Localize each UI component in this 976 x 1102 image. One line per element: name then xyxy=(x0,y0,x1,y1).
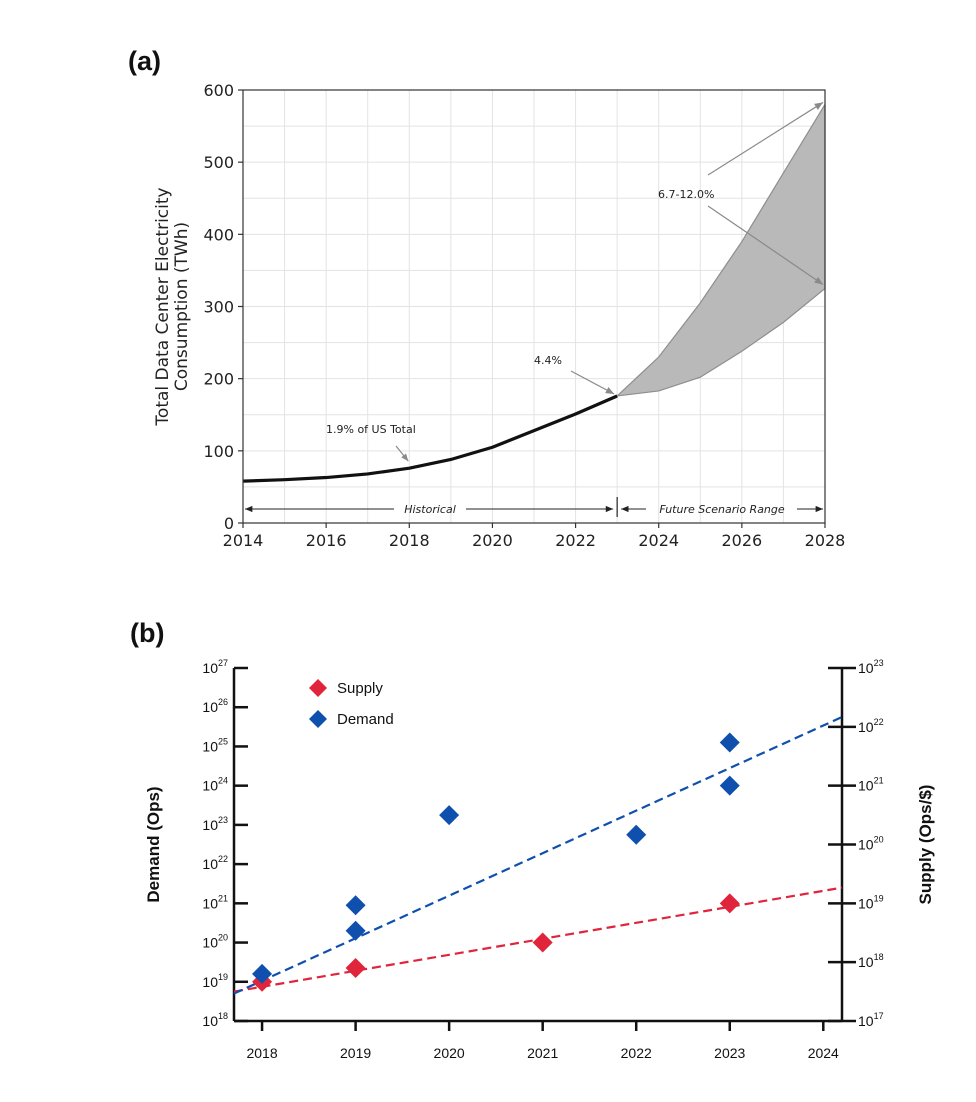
left-tick-label: 1027 xyxy=(202,658,228,676)
y-tick-label: 600 xyxy=(203,81,234,100)
right-axis-title: Supply (Ops/$) xyxy=(916,785,935,905)
y-tick-label: 0 xyxy=(224,514,234,533)
demand-point xyxy=(345,895,366,916)
left-tick-label: 1025 xyxy=(202,736,228,754)
span-future-label: Future Scenario Range xyxy=(659,503,785,516)
x-tick-label: 2014 xyxy=(223,531,264,550)
y-tick-label: 300 xyxy=(203,298,234,317)
annotation-arrow-head xyxy=(814,276,823,285)
legend-label-demand: Demand xyxy=(337,711,394,728)
x-tick-label: 2028 xyxy=(805,531,846,550)
x-tick-label: 2020 xyxy=(472,531,513,550)
y-tick-label: 400 xyxy=(203,225,234,244)
left-tick-label: 1018 xyxy=(202,1011,228,1029)
demand-point xyxy=(719,775,740,796)
right-tick-label: 1023 xyxy=(858,658,884,676)
x-tick-label: 2020 xyxy=(434,1045,465,1061)
left-tick-label: 1023 xyxy=(202,815,228,833)
left-tick-label: 1020 xyxy=(202,933,228,951)
left-tick-label: 1026 xyxy=(202,697,228,715)
annotation-arrow-head xyxy=(605,386,615,394)
supply-point xyxy=(345,958,366,979)
y-axis-label-line-2: Consumption (TWh) xyxy=(172,222,192,391)
historical-consumption-line xyxy=(242,394,618,483)
demand-point xyxy=(719,732,740,753)
supply-point xyxy=(719,893,740,914)
panel-a-label: (a) xyxy=(128,46,161,76)
x-tick-label: 2026 xyxy=(721,531,762,550)
y-axis-label-line-1: Total Data Center Electricity xyxy=(153,187,173,426)
x-tick-label: 2024 xyxy=(638,531,679,550)
y-tick-label: 100 xyxy=(203,442,234,461)
right-tick-label: 1018 xyxy=(858,952,884,970)
left-tick-label: 1022 xyxy=(202,854,228,872)
left-tick-label: 1021 xyxy=(202,893,228,911)
x-tick-label: 2018 xyxy=(389,531,430,550)
annotation-arrow-line xyxy=(707,101,824,176)
demand-point xyxy=(252,963,273,984)
annotation-us-total: 1.9% of US Total xyxy=(326,423,416,436)
right-tick-label: 1019 xyxy=(858,893,884,911)
x-tick-label: 2023 xyxy=(714,1045,745,1061)
annotation-4-4: 4.4% xyxy=(534,354,562,367)
supply-point xyxy=(532,932,553,953)
panel-b: (b) 1018 1019 1020 1021 1022 1023 1024 1025 1026 1… xyxy=(130,618,935,1061)
x-tick-label: 2018 xyxy=(246,1045,277,1061)
annotation-arrow-head xyxy=(814,102,823,110)
right-tick-label: 1017 xyxy=(858,1011,884,1029)
right-tick-label: 1020 xyxy=(858,835,884,853)
left-axis-title: Demand (Ops) xyxy=(144,786,163,902)
legend-marker-demand xyxy=(309,710,327,728)
left-tick-label: 1019 xyxy=(202,972,228,990)
panel-a: (a) 2014 2016 2018 2020 2022 2024 2026 2028 0 100 2… xyxy=(128,46,845,550)
left-tick-label: 1024 xyxy=(202,776,228,794)
demand-trend-line xyxy=(233,716,843,995)
annotation-arrow-head xyxy=(401,453,409,462)
x-tick-label: 2022 xyxy=(555,531,596,550)
x-tick-label: 2022 xyxy=(621,1045,652,1061)
y-tick-label: 200 xyxy=(203,370,234,389)
right-tick-label: 1022 xyxy=(858,717,884,735)
y-tick-label: 500 xyxy=(203,153,234,172)
panel-b-label: (b) xyxy=(130,618,164,648)
x-tick-label: 2024 xyxy=(808,1045,839,1061)
legend-label-supply: Supply xyxy=(337,680,383,697)
x-tick-label: 2016 xyxy=(306,531,347,550)
annotation-range: 6.7-12.0% xyxy=(658,188,714,201)
demand-point xyxy=(345,920,366,941)
span-arrow-head xyxy=(815,505,823,513)
span-arrow-head xyxy=(605,505,614,513)
annotation-arrow-line xyxy=(707,205,824,285)
span-historical-label: Historical xyxy=(404,503,456,516)
span-arrow-head xyxy=(245,505,253,513)
x-tick-label: 2021 xyxy=(527,1045,558,1061)
legend-marker-supply xyxy=(309,679,327,697)
demand-point xyxy=(439,805,460,826)
x-tick-label: 2019 xyxy=(340,1045,371,1061)
span-arrow-head xyxy=(621,505,629,513)
demand-point xyxy=(626,824,647,845)
right-tick-label: 1021 xyxy=(858,776,884,794)
future-scenario-band xyxy=(615,102,826,397)
